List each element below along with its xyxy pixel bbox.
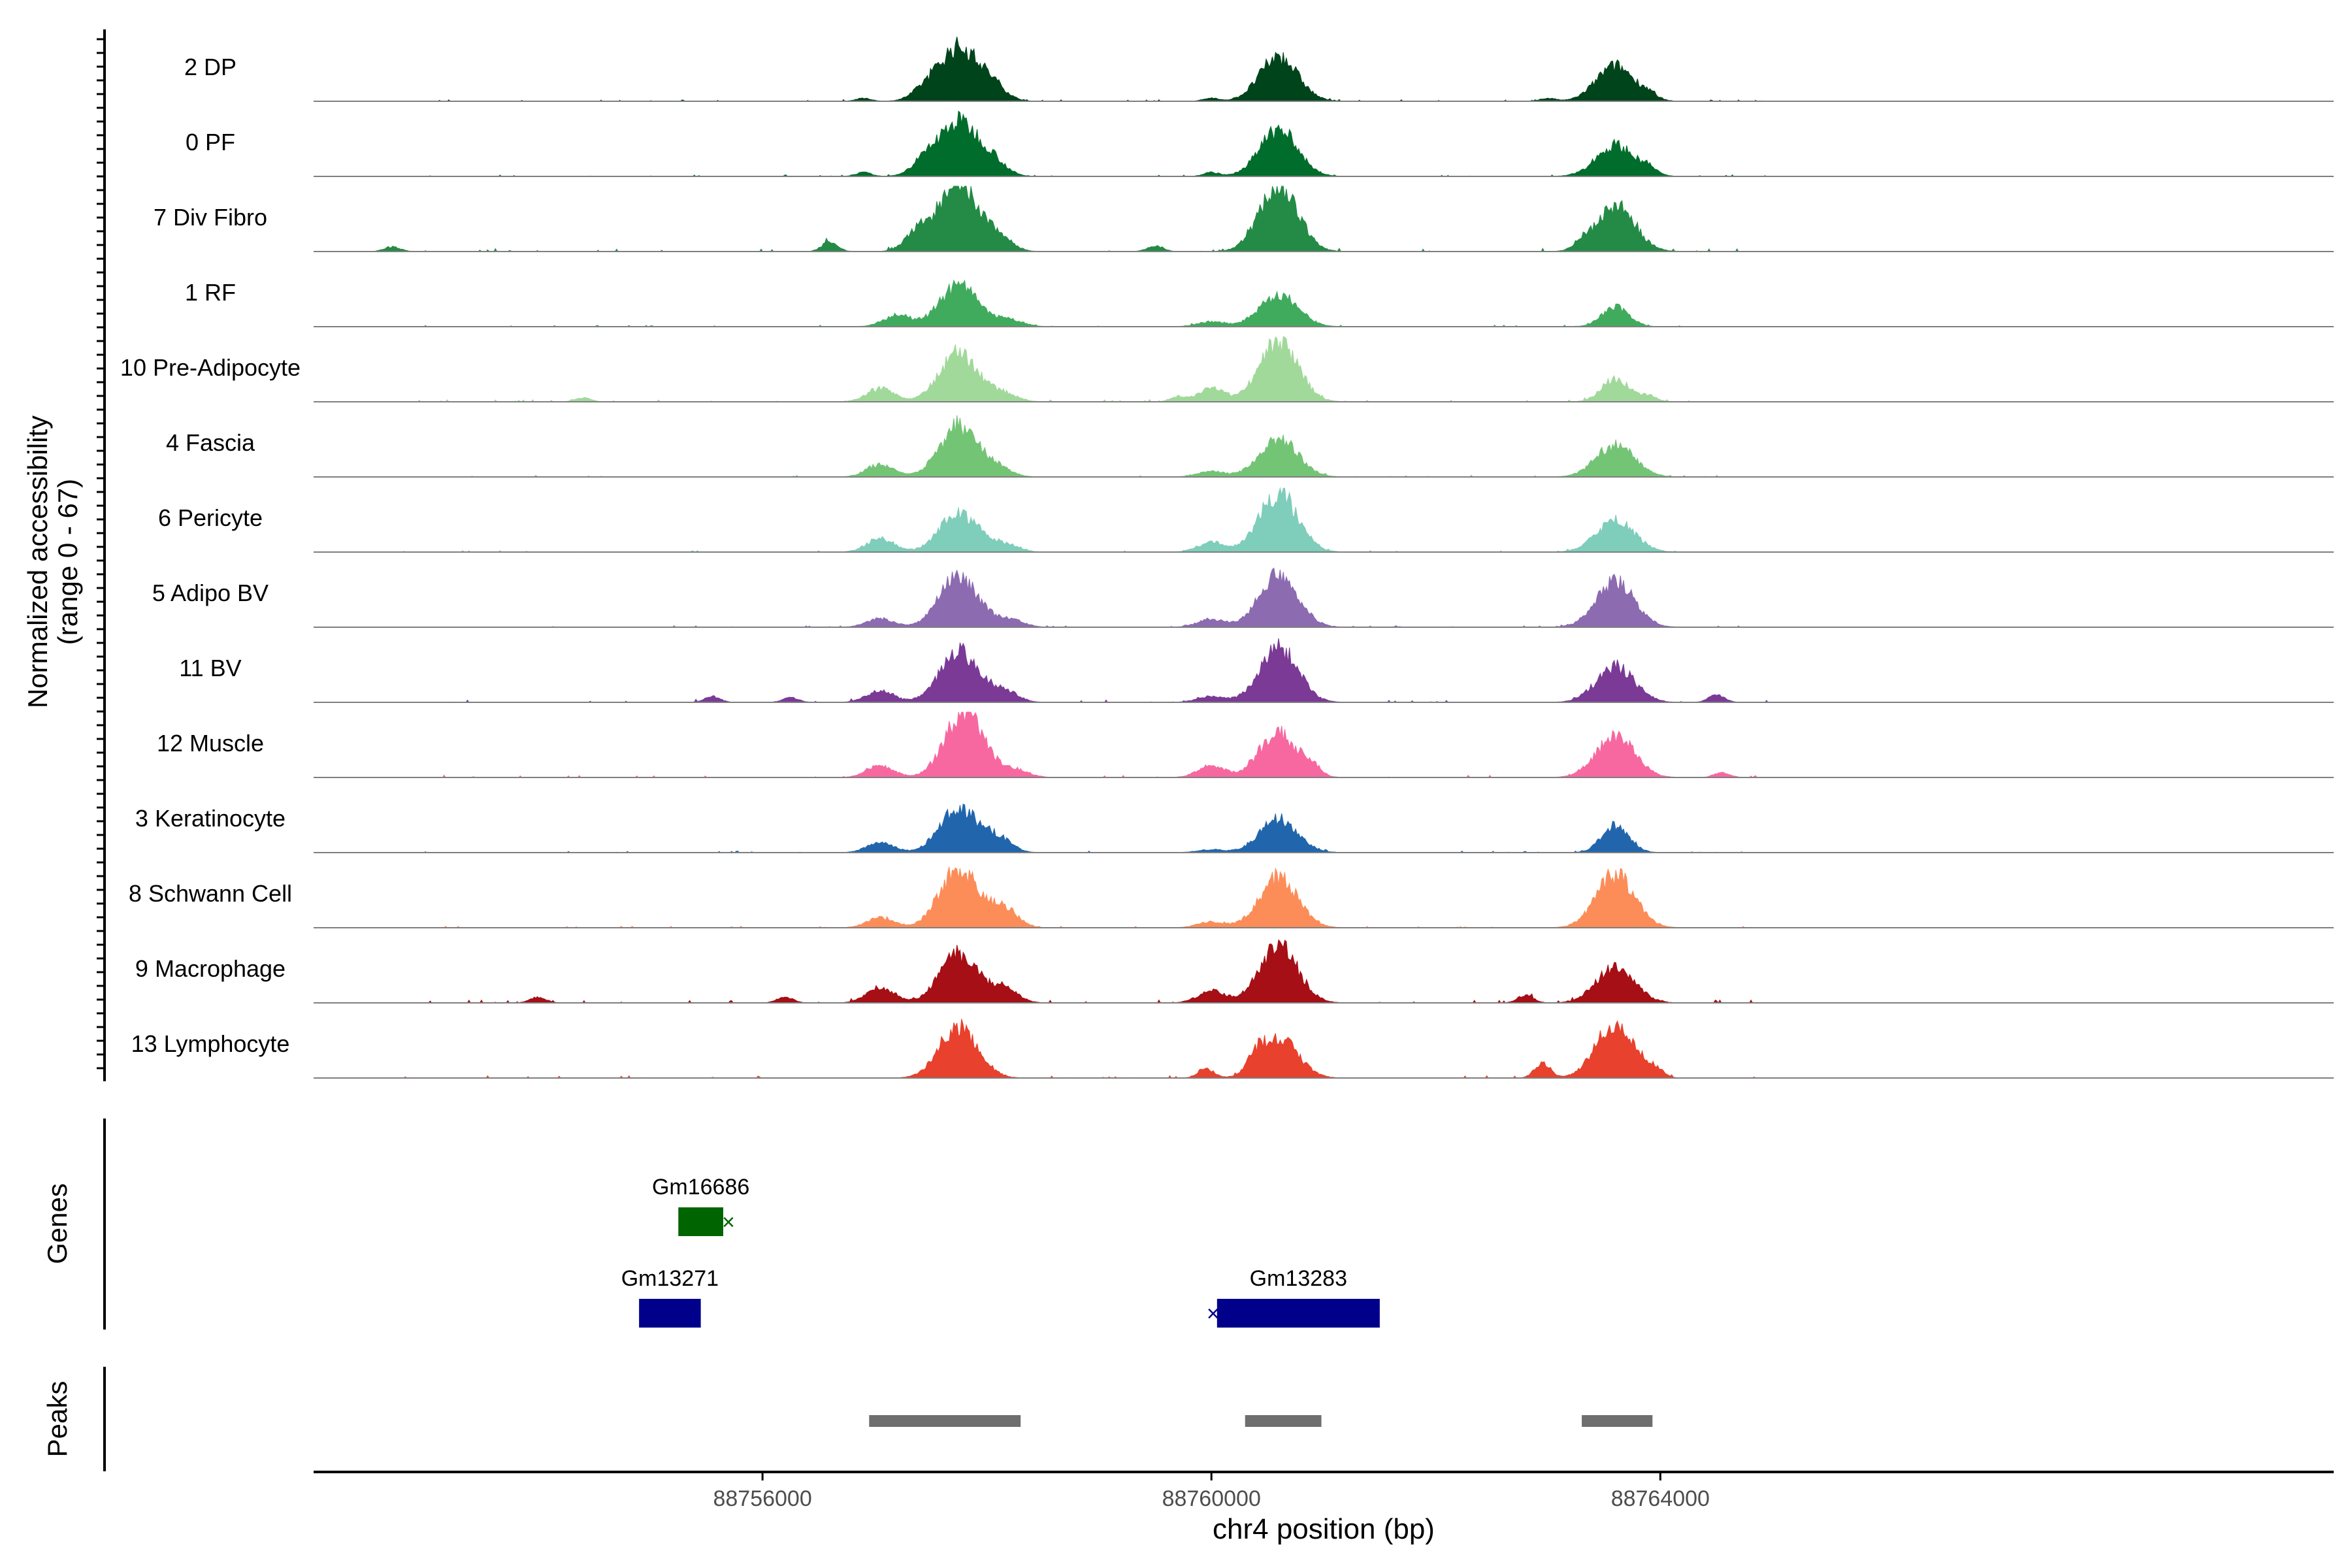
track-label: 9 Macrophage	[135, 955, 286, 982]
track-label: 8 Schwann Cell	[129, 880, 292, 907]
gene-body	[678, 1207, 723, 1236]
gene-gm13271: Gm13271	[621, 1266, 719, 1328]
gene-strand-marker: ×	[722, 1210, 735, 1235]
coverage-track: 11 BV	[179, 638, 2334, 703]
coverage-track: 7 Div Fibro	[154, 185, 2334, 252]
track-label: 1 RF	[185, 279, 236, 306]
gene-body	[639, 1299, 701, 1328]
x-tick-label: 88756000	[713, 1486, 811, 1511]
gene-label: Gm16686	[652, 1175, 749, 1200]
coverage-track: 2 DP	[184, 37, 2334, 102]
coverage-track: 3 Keratinocyte	[135, 804, 2334, 853]
track-label: 7 Div Fibro	[154, 204, 267, 231]
y-axis-title-line1: Normalized accessibility	[22, 416, 53, 708]
coverage-track: 1 RF	[185, 279, 2334, 327]
gene-label: Gm13283	[1250, 1266, 1347, 1291]
coverage-track: 13 Lymphocyte	[131, 1019, 2334, 1079]
peak-regions	[869, 1415, 1653, 1427]
coverage-y-axis-ticks	[97, 38, 105, 1070]
peak-region-bar	[869, 1415, 1021, 1427]
gene-annotations: × Gm16686 Gm13271 × Gm13283	[621, 1175, 1380, 1328]
coverage-track: 8 Schwann Cell	[129, 866, 2334, 928]
track-label: 10 Pre-Adipocyte	[120, 354, 301, 381]
coverage-track: 12 Muscle	[157, 711, 2334, 778]
peak-region-bar	[1245, 1415, 1322, 1427]
track-label: 3 Keratinocyte	[135, 805, 286, 832]
track-label: 2 DP	[184, 54, 237, 80]
x-axis-ticks: 88756000 88760000 88764000	[713, 1472, 1710, 1511]
coverage-track: 9 Macrophage	[135, 939, 2334, 1004]
coverage-track: 0 PF	[186, 110, 2334, 177]
x-tick-label: 88764000	[1611, 1486, 1710, 1511]
x-axis-title: chr4 position (bp)	[1213, 1513, 1435, 1545]
peaks-panel-label: Peaks	[42, 1381, 73, 1458]
genes-panel-label: Genes	[42, 1183, 73, 1264]
track-label: 12 Muscle	[157, 730, 264, 757]
gene-strand-marker: ×	[1207, 1301, 1220, 1326]
y-axis-title-line2: (range 0 - 67)	[52, 479, 83, 645]
gene-label: Gm13271	[621, 1266, 719, 1291]
track-label: 11 BV	[179, 655, 241, 681]
track-label: 4 Fascia	[166, 429, 255, 456]
gene-gm16686: × Gm16686	[652, 1175, 749, 1236]
track-label: 5 Adipo BV	[152, 580, 269, 606]
y-axis-title: Normalized accessibility (range 0 - 67)	[22, 416, 83, 708]
track-label: 13 Lymphocyte	[131, 1030, 290, 1057]
coverage-track: 6 Pericyte	[158, 487, 2334, 553]
gene-gm13283: × Gm13283	[1207, 1266, 1380, 1328]
coverage-track: 4 Fascia	[166, 415, 2334, 478]
track-label: 0 PF	[186, 129, 235, 155]
track-label: 6 Pericyte	[158, 504, 263, 531]
gene-body	[1217, 1299, 1380, 1328]
coverage-tracks: 2 DP 0 PF 7 Div Fibro 1 RF 10 Pre-Adipocyte 4…	[120, 37, 2334, 1079]
peak-region-bar	[1582, 1415, 1653, 1427]
x-tick-label: 88760000	[1162, 1486, 1261, 1511]
coverage-track: 5 Adipo BV	[152, 567, 2334, 628]
coverage-track: 10 Pre-Adipocyte	[120, 336, 2334, 402]
